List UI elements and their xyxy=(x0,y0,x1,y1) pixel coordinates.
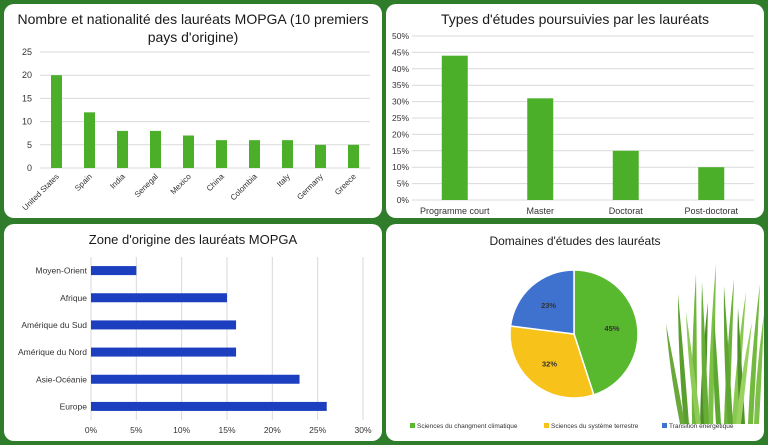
x-tick-label: 20% xyxy=(264,425,281,435)
y-tick-label: 35% xyxy=(392,80,409,90)
x-tick-label: Doctorat xyxy=(609,206,644,216)
y-tick-label: 40% xyxy=(392,64,409,74)
chart-title-zone: Zone d'origine des lauréats MOPGA xyxy=(88,232,298,247)
bar xyxy=(91,347,237,357)
pie-slice xyxy=(509,269,575,335)
y-tick-label: 5% xyxy=(397,179,410,189)
legend-swatch xyxy=(544,423,549,428)
grass-blade xyxy=(666,324,685,424)
bar xyxy=(183,135,194,168)
y-tick-label: 50% xyxy=(392,31,409,41)
y-tick-label: Asie-Océanie xyxy=(36,374,87,384)
x-tick-label: Spain xyxy=(73,172,94,193)
bar xyxy=(441,55,468,201)
bar xyxy=(249,140,260,168)
grass-blade xyxy=(686,312,701,424)
bar xyxy=(315,144,326,168)
legend-label: Sciences du système terrestre xyxy=(551,423,639,430)
x-tick-label: Post-doctorat xyxy=(684,206,738,216)
y-tick-label: Moyen-Orient xyxy=(36,266,88,276)
y-tick-label: 45% xyxy=(392,47,409,57)
bar xyxy=(282,140,293,168)
chart-title-nationalite: Nombre et nationalité des lauréats MOPGA… xyxy=(17,11,369,45)
y-tick-label: 20 xyxy=(22,70,32,80)
y-tick-label: 0 xyxy=(27,163,32,173)
grass-blade xyxy=(754,314,764,424)
y-tick-label: 0% xyxy=(397,195,410,205)
grass-blade xyxy=(701,282,709,424)
legend-swatch xyxy=(662,423,667,428)
bar xyxy=(84,112,95,168)
chart-etudes: 0% 5% 10% 15% 20% 25% 30% 35% 40% 45% 50% Programme… xyxy=(392,31,754,216)
panel-zone: Zone d'origine des lauréats MOPGA 0% 5% 10… xyxy=(4,224,382,441)
grass-blade xyxy=(713,316,721,424)
y-tick-label: 20% xyxy=(392,129,409,139)
x-tick-label: 5% xyxy=(130,425,143,435)
y-tick-label: 30% xyxy=(392,97,409,107)
x-tick-label: Colombia xyxy=(229,172,260,203)
y-tick-label: Amérique du Sud xyxy=(21,320,87,330)
y-tick-label: 25 xyxy=(22,47,32,57)
bar xyxy=(117,130,128,168)
bar xyxy=(51,75,62,168)
y-tick-label: 10 xyxy=(22,117,32,127)
bar xyxy=(348,144,359,168)
y-tick-label: Europe xyxy=(60,401,88,411)
chart-title-domaines: Domaines d'études des lauréats xyxy=(489,234,661,248)
y-tick-label: 10% xyxy=(392,162,409,172)
pie-label: 45% xyxy=(604,324,619,333)
chart-title-etudes: Types d'études poursuivies par les lauré… xyxy=(440,11,710,27)
panel-etudes: Types d'études poursuivies par les lauré… xyxy=(386,4,764,218)
pie-label: 23% xyxy=(541,301,556,310)
pie-slice xyxy=(573,269,639,396)
x-tick-label: Programme court xyxy=(420,206,490,216)
legend-label: Transition énergétique xyxy=(669,423,734,430)
y-tick-label: 5 xyxy=(27,140,32,150)
x-tick-label: Germany xyxy=(295,172,325,202)
grass-blade xyxy=(736,322,752,424)
bar xyxy=(91,401,327,411)
bar xyxy=(150,130,161,168)
bar xyxy=(91,374,300,384)
y-tick-label: Afrique xyxy=(60,293,87,303)
x-tick-label: 25% xyxy=(309,425,326,435)
bar xyxy=(216,140,227,168)
grass-blade xyxy=(748,284,760,424)
y-tick-label: 25% xyxy=(392,113,409,123)
x-tick-label: 0% xyxy=(85,425,98,435)
x-tick-label: Greece xyxy=(333,172,358,197)
legend-swatch xyxy=(410,423,415,428)
panel-nationalite: Nombre et nationalité des lauréats MOPGA… xyxy=(4,4,382,218)
pie-slice xyxy=(509,325,595,399)
pie-label: 32% xyxy=(542,360,557,369)
chart-nationalite: 0 5 10 15 20 25 United States Spain India Senegal… xyxy=(21,47,370,212)
chart-domaines: 45% 32% 23% Sciences du changment climatiqu… xyxy=(410,264,764,430)
x-tick-label: 15% xyxy=(218,425,235,435)
y-tick-label: 15% xyxy=(392,146,409,156)
x-tick-label: Senegal xyxy=(133,172,160,199)
x-tick-label: India xyxy=(108,172,127,191)
x-tick-label: Italy xyxy=(275,172,292,189)
chart-zone: 0% 5% 10% 15% 20% 25% 30% Moyen-Orient Afrique Am… xyxy=(18,257,372,435)
grass-illustration xyxy=(666,264,764,424)
bar xyxy=(698,167,725,200)
grass-blade xyxy=(678,294,689,424)
x-tick-label: China xyxy=(205,172,227,194)
bar xyxy=(612,150,639,200)
x-tick-label: 10% xyxy=(173,425,190,435)
legend-label: Sciences du changment climatique xyxy=(417,423,518,430)
x-tick-label: Master xyxy=(526,206,554,216)
x-tick-label: 30% xyxy=(354,425,371,435)
grass-blade xyxy=(708,264,716,424)
bar xyxy=(91,293,227,303)
y-tick-label: 15 xyxy=(22,93,32,103)
x-tick-label: United States xyxy=(21,172,61,212)
y-tick-label: Amérique du Nord xyxy=(18,347,87,357)
bar xyxy=(91,320,237,330)
bar xyxy=(91,266,137,276)
grass-blade xyxy=(723,286,733,424)
bar xyxy=(527,98,554,200)
x-tick-label: Mexico xyxy=(169,172,194,197)
panel-domaines: Domaines d'études des lauréats 45% 32% 23%… xyxy=(386,224,764,441)
